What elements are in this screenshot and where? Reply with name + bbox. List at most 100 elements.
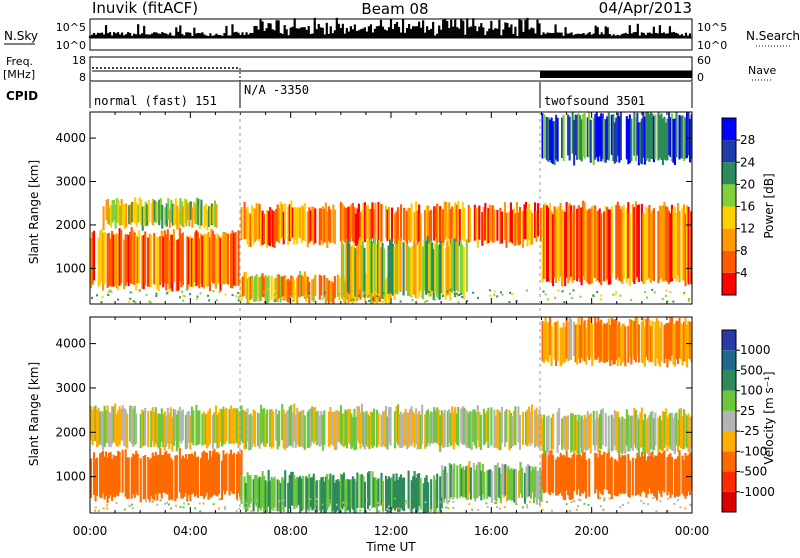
power-cell: [625, 116, 628, 160]
velocity-cell: [154, 407, 157, 444]
velocity-cell: [503, 411, 506, 447]
velocity-cell: [599, 505, 602, 508]
power-cell: [476, 208, 479, 248]
power-cell: [258, 204, 261, 240]
velocity-cell: [273, 476, 276, 508]
velocity-cell: [181, 409, 184, 441]
power-cell: [527, 203, 531, 240]
velocity-cell: [269, 480, 272, 513]
power-cell: [419, 213, 422, 247]
velocity-cell: [655, 317, 658, 359]
velocity-cell: [296, 476, 299, 508]
velocity-cell: [658, 451, 661, 494]
colorbar-frame: [721, 329, 737, 513]
velocity-cell: [204, 452, 207, 497]
cpid-label: CPID: [6, 89, 38, 103]
velocity-cell: [205, 413, 208, 449]
power-cell: [681, 115, 684, 159]
velocity-cell: [139, 413, 142, 449]
velocity-cell: [112, 406, 115, 442]
velocity-cell: [278, 480, 281, 512]
velocity-cell: [336, 479, 339, 511]
power-cell: [644, 291, 647, 294]
velocity-cell: [561, 418, 564, 450]
velocity-cell: [495, 465, 498, 502]
power-cell: [171, 234, 174, 292]
velocity-cell: [175, 455, 178, 499]
velocity-cell: [649, 412, 652, 450]
velocity-cell: [165, 415, 168, 447]
velocity-cell: [131, 507, 134, 510]
power-cell: [646, 112, 649, 159]
power-cell: [463, 207, 466, 242]
power-cell: [603, 118, 606, 163]
velocity-cell: [407, 412, 410, 448]
velocity-cell: [347, 408, 350, 443]
colorbar-tick-label: -25: [740, 424, 760, 438]
velocity-cell: [96, 457, 99, 497]
velocity-cell: [640, 321, 643, 363]
velocity-cell: [338, 481, 341, 513]
velocity-cell: [178, 406, 181, 442]
velocity-cell: [174, 409, 177, 441]
power-cell: [606, 116, 609, 160]
y-tick-label: 2000: [55, 218, 86, 232]
nsky-tick-top: 10^5: [56, 21, 86, 34]
colorbar-swatch: [722, 272, 736, 295]
velocity-cell: [660, 420, 663, 451]
power-cell: [255, 274, 258, 302]
power-cell: [177, 239, 180, 291]
power-cell: [493, 290, 496, 293]
velocity-cell: [678, 317, 681, 359]
velocity-cell: [475, 464, 478, 499]
velocity-cell: [270, 408, 273, 449]
power-cell: [140, 199, 143, 225]
velocity-cell: [400, 411, 403, 449]
power-cell: [157, 237, 160, 292]
power-cell: [123, 239, 126, 290]
velocity-cell: [499, 500, 502, 503]
power-cell: [327, 206, 330, 241]
velocity-cell: [91, 409, 94, 446]
velocity-cell: [175, 504, 178, 507]
velocity-cell: [508, 469, 511, 500]
power-cell: [546, 298, 549, 301]
power-cell: [649, 112, 652, 160]
velocity-cell: [386, 416, 389, 450]
velocity-cell: [232, 408, 236, 445]
velocity-cell: [565, 317, 568, 359]
velocity-cell: [105, 504, 108, 507]
power-cell: [287, 207, 290, 245]
velocity-cell: [344, 480, 347, 513]
velocity-cell: [356, 472, 359, 508]
velocity-cell: [536, 415, 540, 447]
power-cell: [555, 114, 558, 160]
power-cell: [523, 204, 526, 240]
power-cell: [299, 271, 302, 298]
power-cell: [249, 213, 252, 247]
power-cell: [687, 112, 690, 156]
velocity-cell: [684, 452, 687, 499]
velocity-cell: [111, 458, 114, 501]
colorbar-swatch: [722, 370, 736, 391]
power-cell: [568, 116, 571, 161]
velocity-cell: [388, 508, 391, 511]
velocity-cell: [308, 474, 311, 512]
velocity-cell: [198, 502, 201, 505]
velocity-cell: [159, 448, 162, 494]
power-cell: [148, 300, 151, 303]
velocity-cell: [368, 415, 371, 450]
power-cell: [582, 114, 585, 157]
velocity-cell: [415, 408, 418, 445]
velocity-cell: [595, 322, 598, 360]
power-cell: [570, 297, 573, 300]
velocity-cell: [466, 465, 469, 500]
power-cell: [165, 234, 168, 291]
velocity-cell: [583, 320, 586, 362]
power-cell: [417, 243, 420, 298]
velocity-cell: [400, 474, 403, 509]
power-cell: [305, 275, 308, 302]
velocity-cell: [483, 471, 486, 500]
velocity-cell: [525, 504, 528, 507]
power-cell: [285, 280, 288, 302]
